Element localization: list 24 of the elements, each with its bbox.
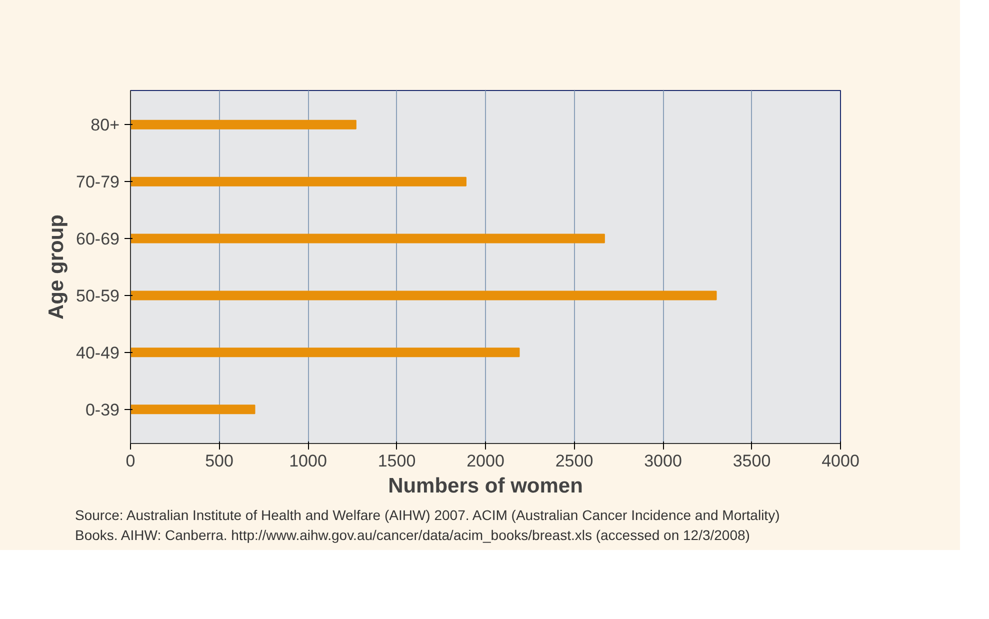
x-tick-label: 0 <box>126 452 136 470</box>
x-tick-label: 2500 <box>555 452 594 470</box>
bar <box>130 120 356 130</box>
x-tick-label: 1500 <box>378 452 416 470</box>
x-tick-label: 500 <box>205 452 234 470</box>
bar <box>130 234 605 244</box>
x-tick-label: 2000 <box>466 452 504 470</box>
x-tick-label: 1000 <box>289 452 327 470</box>
source-note: Source: Australian Institute of Health and Welfare (AIHW) 2007. ACIM (Australian Cancer Incidence and Mortality) Books. AIHW: Canberra. http://www.aihw.gov.au/cancer/data/acim_books/breast.xls (accessed on 12/3/2008) <box>75 506 781 545</box>
x-tick-label: 3500 <box>732 452 771 470</box>
y-tick-label: 0-39 <box>85 400 120 420</box>
bar <box>130 348 520 358</box>
y-axis-title: Age group <box>45 214 68 320</box>
y-tick-label: 70-79 <box>76 172 120 192</box>
bar <box>130 404 256 414</box>
bar <box>130 176 466 186</box>
bar <box>130 290 717 300</box>
x-tick-label: 4000 <box>822 452 860 470</box>
y-tick-label: 60-69 <box>76 230 120 249</box>
x-axis-title: Numbers of women <box>388 474 583 498</box>
y-tick-label: 50-59 <box>76 286 120 306</box>
y-tick-label: 80+ <box>90 116 120 135</box>
y-tick-label: 40-49 <box>76 343 120 362</box>
x-tick-label: 3000 <box>644 452 682 470</box>
